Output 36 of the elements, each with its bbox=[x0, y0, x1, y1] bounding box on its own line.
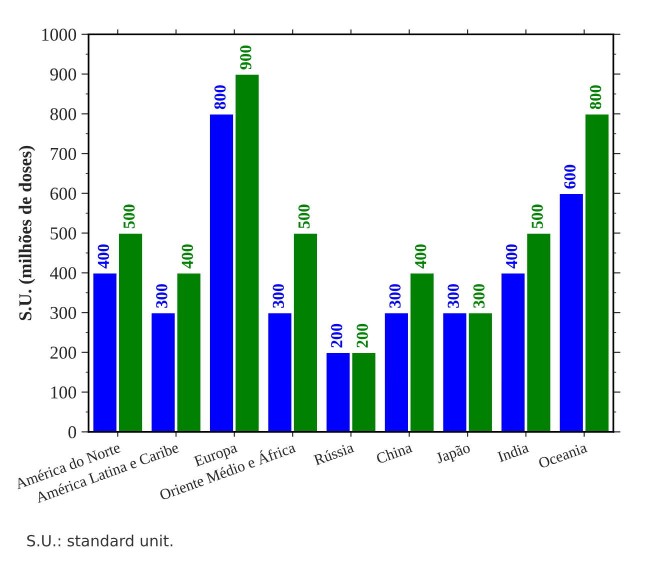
y-axis-title: S.U. (milhões de doses) bbox=[18, 146, 36, 320]
data-label: 500 bbox=[298, 204, 310, 228]
data-label: 400 bbox=[415, 244, 426, 268]
x-tick-label: Rússia bbox=[313, 442, 354, 466]
data-label: 500 bbox=[532, 204, 543, 228]
y-tick-label: 200 bbox=[50, 346, 76, 359]
y-tick-label: 900 bbox=[50, 68, 76, 81]
x-tick-label: China bbox=[376, 442, 413, 464]
y-tick-label: 1000 bbox=[42, 28, 76, 41]
y-tick-label: 700 bbox=[50, 148, 76, 160]
y-tick-label: 100 bbox=[51, 386, 76, 399]
data-label: 300 bbox=[272, 284, 284, 308]
data-label: 400 bbox=[98, 244, 110, 268]
y-tick-label: 800 bbox=[50, 108, 76, 120]
y-tick-label: 600 bbox=[50, 188, 76, 200]
data-label: 300 bbox=[389, 284, 401, 308]
y-tick-label: 0 bbox=[68, 426, 76, 438]
data-label: 200 bbox=[331, 324, 342, 348]
x-tick-label: Japão bbox=[435, 442, 472, 466]
text: S.U.: standard unit. bbox=[27, 534, 172, 546]
x-tick-label: India bbox=[496, 442, 530, 462]
data-label: 800 bbox=[214, 85, 226, 110]
data-label: 600 bbox=[564, 164, 576, 189]
data-label: 400 bbox=[506, 244, 518, 268]
data-label: 200 bbox=[356, 324, 368, 348]
data-label: 300 bbox=[448, 284, 459, 308]
x-tick-label: Oceania bbox=[538, 442, 588, 469]
y-tick-label: 400 bbox=[50, 267, 76, 280]
data-label: 400 bbox=[182, 244, 194, 268]
data-label: 300 bbox=[156, 284, 168, 308]
data-label: 300 bbox=[473, 284, 485, 308]
y-tick-label: 500 bbox=[50, 227, 76, 240]
data-label: 900 bbox=[240, 46, 252, 70]
data-label: 800 bbox=[590, 85, 602, 110]
y-tick-label: 300 bbox=[50, 306, 76, 320]
data-label: 500 bbox=[123, 204, 135, 228]
